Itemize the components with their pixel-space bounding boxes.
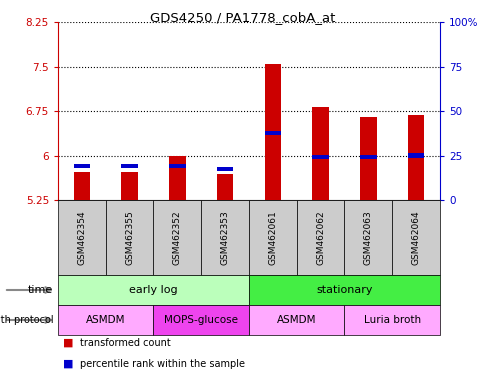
Text: transformed count: transformed count (80, 338, 170, 348)
Bar (168, 164, 185, 168)
Text: ■: ■ (63, 338, 76, 348)
Bar (344, 305, 439, 335)
Text: GSM462352: GSM462352 (172, 210, 182, 265)
Bar (248, 305, 344, 335)
Bar (216, 174, 233, 200)
Bar (248, 200, 296, 275)
Bar (344, 200, 392, 275)
Text: ASMDM: ASMDM (276, 315, 316, 325)
Bar (407, 115, 424, 200)
Text: Luria broth: Luria broth (363, 315, 420, 325)
Text: ASMDM: ASMDM (86, 315, 125, 325)
Bar (407, 154, 424, 157)
Bar (312, 107, 328, 200)
Text: GSM462355: GSM462355 (125, 210, 134, 265)
Bar (216, 167, 233, 171)
Bar (153, 200, 201, 275)
Bar (248, 275, 439, 305)
Bar (264, 64, 281, 200)
Bar (359, 155, 376, 159)
Text: GSM462353: GSM462353 (220, 210, 229, 265)
Bar (264, 131, 281, 135)
Bar (312, 155, 328, 159)
Bar (359, 117, 376, 200)
Bar (74, 164, 90, 168)
Bar (58, 200, 106, 275)
Bar (168, 156, 185, 200)
Text: growth protocol: growth protocol (0, 315, 53, 325)
Text: early log: early log (129, 285, 178, 295)
Bar (121, 172, 137, 200)
Text: GSM462063: GSM462063 (363, 210, 372, 265)
Bar (153, 305, 248, 335)
Text: GSM462061: GSM462061 (268, 210, 277, 265)
Bar (296, 200, 344, 275)
Bar (106, 200, 153, 275)
Bar (58, 305, 153, 335)
Text: percentile rank within the sample: percentile rank within the sample (80, 359, 244, 369)
Text: MOPS-glucose: MOPS-glucose (164, 315, 238, 325)
Text: GDS4250 / PA1778_cobA_at: GDS4250 / PA1778_cobA_at (150, 11, 334, 24)
Text: ■: ■ (63, 359, 76, 369)
Bar (392, 200, 439, 275)
Text: GSM462062: GSM462062 (316, 210, 324, 265)
Bar (74, 172, 90, 200)
Bar (121, 164, 137, 168)
Text: time: time (28, 285, 53, 295)
Bar (201, 200, 248, 275)
Text: GSM462354: GSM462354 (77, 210, 86, 265)
Text: GSM462064: GSM462064 (411, 210, 420, 265)
Text: stationary: stationary (316, 285, 372, 295)
Bar (58, 275, 248, 305)
